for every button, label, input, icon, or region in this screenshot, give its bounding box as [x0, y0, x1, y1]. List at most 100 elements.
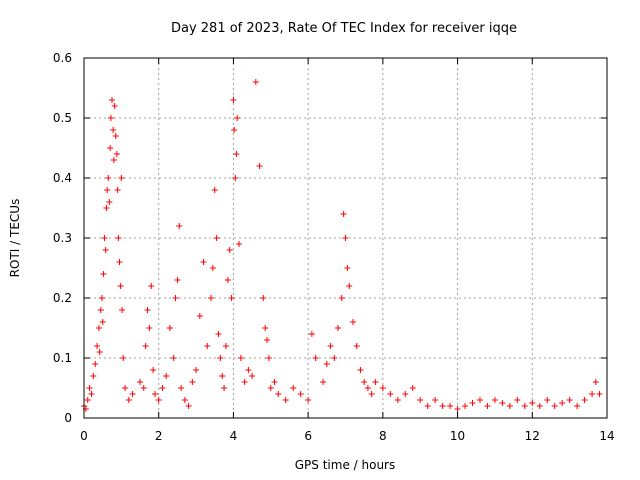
data-point [114, 187, 121, 193]
x-tick-label: 14 [599, 429, 614, 443]
data-point [86, 385, 93, 391]
data-point [335, 325, 342, 331]
data-point [151, 391, 158, 397]
data-point [344, 265, 351, 271]
data-point [476, 397, 483, 403]
data-point [236, 241, 243, 247]
data-point [249, 373, 256, 379]
data-point [233, 151, 240, 157]
data-point [331, 355, 338, 361]
y-tick-label: 0.1 [53, 351, 72, 365]
data-point [260, 295, 267, 301]
data-point [125, 397, 132, 403]
data-point [106, 199, 113, 205]
data-point [226, 247, 233, 253]
data-point [394, 397, 401, 403]
data-point [357, 367, 364, 373]
data-point [146, 325, 153, 331]
data-point [231, 127, 238, 133]
data-point [96, 349, 103, 355]
grid-lines [84, 58, 607, 418]
data-point [103, 205, 110, 211]
data-point [592, 379, 599, 385]
data-point [589, 391, 596, 397]
data-point [297, 391, 304, 397]
data-point [340, 211, 347, 217]
data-point [245, 367, 252, 373]
data-point [409, 385, 416, 391]
data-point [368, 391, 375, 397]
data-point [484, 403, 491, 409]
data-point [172, 295, 179, 301]
data-point [163, 373, 170, 379]
data-point [271, 379, 278, 385]
data-point [209, 265, 216, 271]
data-point [499, 400, 506, 406]
data-point [282, 397, 289, 403]
data-point [88, 391, 95, 397]
data-point [155, 397, 162, 403]
data-point [148, 283, 155, 289]
data-point [181, 397, 188, 403]
data-point [417, 397, 424, 403]
data-point [118, 175, 125, 181]
data-point [112, 133, 119, 139]
data-point [221, 385, 228, 391]
data-point [200, 259, 207, 265]
x-tick-label: 0 [80, 429, 88, 443]
data-point [544, 397, 551, 403]
x-tick-label: 6 [304, 429, 312, 443]
data-point [514, 397, 521, 403]
data-point [402, 391, 409, 397]
data-point [228, 295, 235, 301]
y-axis-ticks: 0 0.1 0.2 0.3 0.4 0.5 0.6 [53, 51, 607, 425]
data-point [342, 235, 349, 241]
data-point [101, 235, 108, 241]
x-tick-label: 4 [230, 429, 238, 443]
data-point [170, 355, 177, 361]
data-point [107, 115, 114, 121]
data-point [349, 319, 356, 325]
data-point [290, 385, 297, 391]
data-point [529, 400, 536, 406]
data-point [424, 403, 431, 409]
data-point [185, 403, 192, 409]
data-point [104, 187, 111, 193]
y-tick-label: 0.5 [53, 111, 72, 125]
x-tick-label: 12 [525, 429, 540, 443]
data-point [215, 331, 222, 337]
data-point [241, 379, 248, 385]
data-point [346, 283, 353, 289]
data-point [98, 295, 105, 301]
data-point [137, 379, 144, 385]
x-tick-label: 8 [379, 429, 387, 443]
data-point [574, 403, 581, 409]
chart-title: Day 281 of 2023, Rate Of TEC Index for r… [171, 21, 517, 36]
data-point [372, 379, 379, 385]
data-point [174, 277, 181, 283]
data-point [364, 385, 371, 391]
data-point [120, 355, 127, 361]
data-point [379, 385, 386, 391]
data-point [224, 277, 231, 283]
data-point [196, 313, 203, 319]
data-point [119, 307, 126, 313]
data-point [256, 163, 263, 169]
y-tick-label: 0.3 [53, 231, 72, 245]
y-tick-label: 0 [64, 411, 72, 425]
data-point [116, 259, 123, 265]
data-point [213, 235, 220, 241]
data-point [581, 397, 588, 403]
data-point [320, 379, 327, 385]
data-point [189, 379, 196, 385]
x-tick-label: 2 [155, 429, 163, 443]
data-point [232, 175, 239, 181]
data-point [234, 115, 241, 121]
data-point [140, 385, 147, 391]
y-tick-label: 0.2 [53, 291, 72, 305]
data-point [107, 145, 114, 151]
data-point [267, 385, 274, 391]
data-point [521, 403, 528, 409]
x-tick-label: 10 [450, 429, 465, 443]
